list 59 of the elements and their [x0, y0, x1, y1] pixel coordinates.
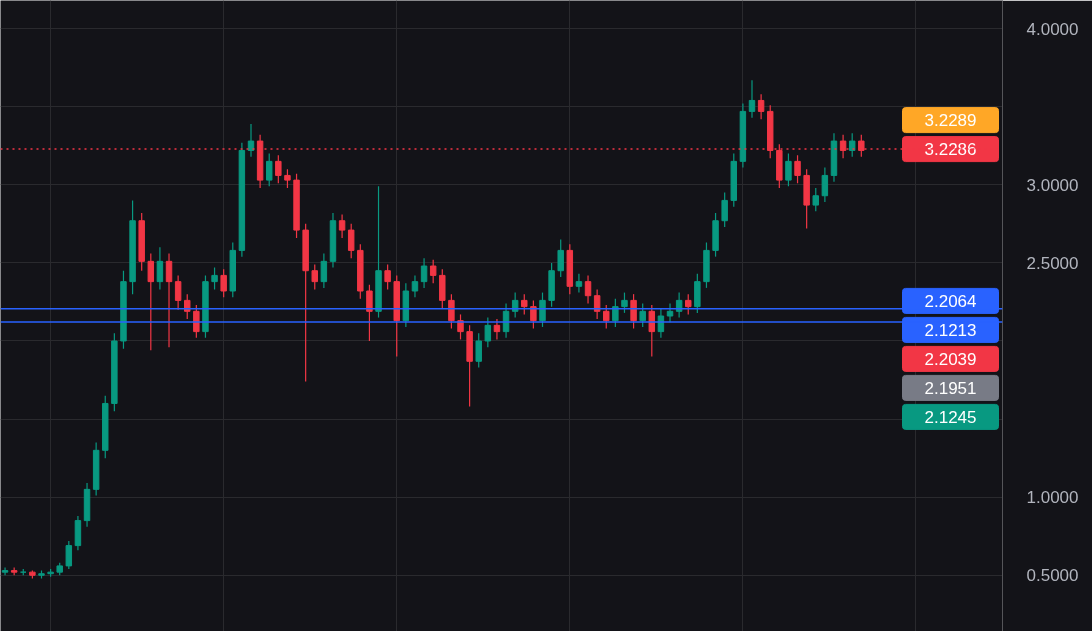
annotation: 2.2039 [924, 349, 977, 369]
candlestick [275, 154, 282, 184]
candlestick [147, 252, 155, 351]
candlestick [429, 259, 437, 284]
candlestick [630, 293, 637, 330]
candlestick [65, 540, 73, 570]
candlestick [821, 167, 829, 203]
y-tick-label: 2.5000 [1026, 253, 1079, 273]
candlestick [557, 238, 564, 278]
candlestick [639, 302, 646, 328]
candlestick [165, 252, 173, 348]
candlestick [812, 187, 819, 212]
candlestick [193, 304, 200, 339]
candlestick [848, 132, 856, 158]
candlestick [311, 263, 318, 291]
candlestick [666, 302, 674, 323]
candlestick [584, 274, 592, 305]
candlestick [347, 223, 355, 259]
candlestick [411, 274, 419, 298]
candlestick [475, 332, 482, 369]
ref-line-label: 2.2064 [924, 291, 977, 311]
candlestick [484, 316, 492, 348]
candlestick [284, 168, 291, 189]
candlestick [1, 566, 9, 576]
candlestick [384, 263, 391, 291]
candlestick [603, 304, 610, 330]
candlestick [593, 288, 601, 320]
candlestick [320, 252, 328, 289]
candlestick [448, 293, 455, 330]
candlestick [493, 318, 501, 341]
candlestick [757, 93, 765, 120]
y-tick-label: 0.5000 [1026, 566, 1079, 586]
ref-line-label: 3.2286 [924, 140, 977, 160]
candlestick [621, 291, 628, 314]
candlestick [156, 246, 164, 291]
candlestick [685, 293, 692, 316]
annotation: 3.2289 [924, 111, 977, 131]
annotation: 2.1951 [924, 378, 977, 398]
candlestick [721, 192, 728, 228]
candlestick [794, 154, 801, 184]
y-tick-label: 1.0000 [1026, 488, 1079, 508]
annotation: 2.1245 [924, 407, 977, 427]
candlestick [420, 257, 428, 289]
candlestick [211, 266, 218, 291]
candlestick [366, 284, 373, 342]
candlestick [785, 152, 792, 187]
candlestick [748, 79, 756, 119]
candlestick [539, 291, 546, 328]
y-tick-label: 4.0000 [1026, 19, 1079, 39]
candlestick [575, 273, 583, 294]
candlestick [648, 304, 656, 358]
candlestick [338, 213, 346, 239]
candlestick [247, 123, 255, 158]
y-tick-label: 3.0000 [1026, 175, 1079, 195]
ref-line-label: 2.1213 [924, 320, 977, 340]
candlestick [521, 293, 528, 316]
candlestick [265, 152, 273, 187]
candlestick [220, 268, 227, 298]
candlestick [174, 274, 182, 311]
